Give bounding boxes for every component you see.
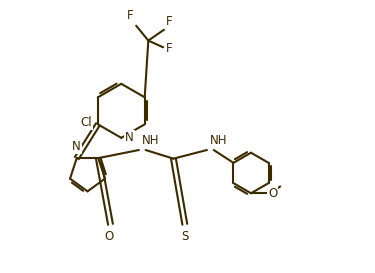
Text: F: F	[166, 42, 172, 55]
Text: N: N	[72, 140, 81, 153]
Text: Cl: Cl	[80, 117, 92, 129]
Text: F: F	[128, 10, 134, 22]
Text: NH: NH	[142, 134, 160, 147]
Text: O: O	[268, 187, 277, 200]
Text: N: N	[125, 130, 134, 144]
Text: NH: NH	[210, 134, 228, 147]
Text: S: S	[181, 230, 189, 243]
Text: F: F	[166, 14, 173, 28]
Text: O: O	[105, 230, 114, 243]
